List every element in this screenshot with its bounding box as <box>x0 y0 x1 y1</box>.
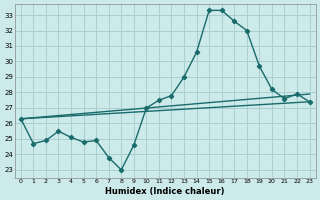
X-axis label: Humidex (Indice chaleur): Humidex (Indice chaleur) <box>106 187 225 196</box>
